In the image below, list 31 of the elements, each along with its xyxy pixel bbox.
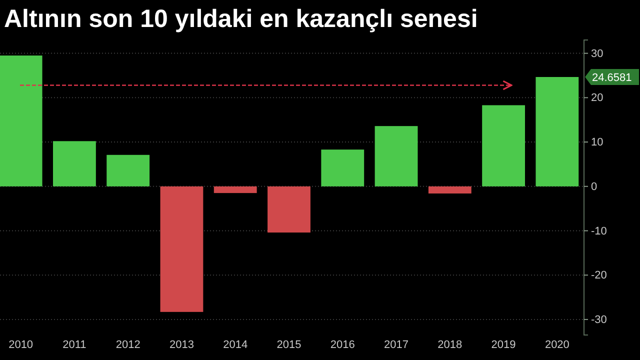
bar: [106, 154, 150, 186]
x-tick-label: 2015: [276, 338, 302, 351]
text: 24.6581: [592, 72, 632, 84]
x-tick-label: 2014: [223, 338, 248, 351]
bar: [321, 150, 364, 186]
x-tick-label: 2013: [169, 338, 194, 351]
x-tick-label: 2017: [384, 338, 409, 351]
bar: [428, 186, 472, 194]
y-tick-label: -30: [591, 314, 607, 326]
x-tick-label: 2012: [116, 338, 140, 351]
bar: [0, 56, 42, 186]
y-tick-label: 30: [591, 48, 604, 60]
bar: [536, 77, 579, 186]
y-tick-label: 20: [591, 92, 604, 104]
bar: [160, 186, 204, 312]
bar: [374, 126, 418, 186]
bar: [482, 105, 525, 186]
chart-title: Altının son 10 yıldaki en kazançlı senesi: [4, 5, 478, 33]
x-tick-label: 2011: [62, 338, 86, 351]
x-tick-label: 2010: [8, 338, 34, 351]
x-tick-label: 2018: [438, 338, 462, 351]
bar: [53, 141, 96, 186]
bar: [268, 186, 310, 233]
y-tick-label: 10: [591, 136, 604, 149]
x-tick-label: 2016: [330, 338, 355, 351]
x-tick-label: 2020: [544, 338, 570, 351]
x-tick-label: 2019: [491, 338, 516, 351]
y-tick-label: 0: [591, 180, 598, 193]
bar: [214, 186, 257, 194]
y-tick-label: -20: [591, 270, 607, 282]
y-tick-label: -10: [591, 225, 607, 238]
